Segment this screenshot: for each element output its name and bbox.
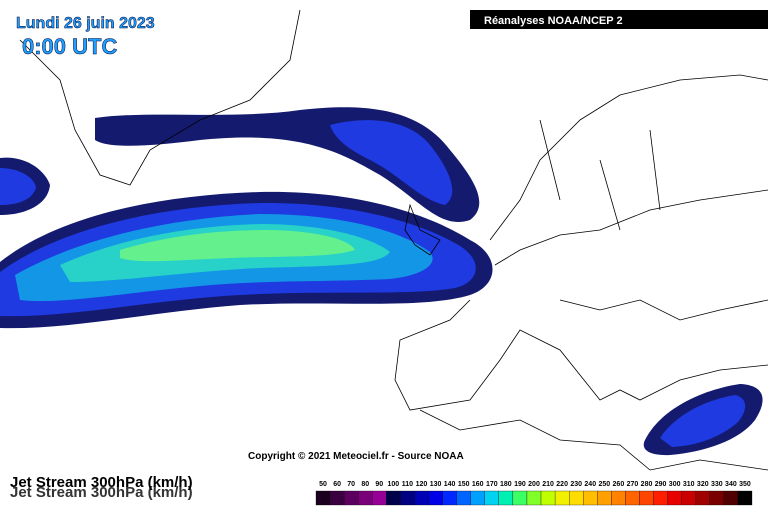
legend-swatch xyxy=(709,490,725,506)
legend-label: 80 xyxy=(361,481,369,488)
legend-swatch xyxy=(667,490,682,506)
legend-label: 290 xyxy=(655,481,667,488)
legend-swatch xyxy=(526,490,542,506)
source-bar xyxy=(470,10,768,29)
legend-label: 190 xyxy=(514,481,526,488)
legend-swatch xyxy=(456,490,471,506)
legend-label: 210 xyxy=(542,481,554,488)
legend-label: 220 xyxy=(556,481,568,488)
legend-swatch xyxy=(484,490,499,506)
legend-swatch xyxy=(414,490,429,506)
legend-label: 330 xyxy=(711,481,723,488)
legend-swatch xyxy=(540,490,556,506)
map-title: Jet Stream 300hPa (km/h) xyxy=(10,474,193,491)
legend-swatch xyxy=(315,490,331,506)
legend: 50 60 70 80 90 100 110 120 130 140 150 160 170 180 190… xyxy=(315,481,753,506)
legend-swatch xyxy=(428,490,443,506)
legend-swatch xyxy=(358,490,373,506)
legend-swatch xyxy=(470,490,485,506)
legend-swatch xyxy=(611,490,626,506)
legend-swatch xyxy=(737,490,753,506)
jet-areas xyxy=(0,107,763,456)
legend-label: 140 xyxy=(444,481,456,488)
legend-label: 90 xyxy=(375,481,383,488)
legend-label: 60 xyxy=(333,481,341,488)
legend-label: 110 xyxy=(402,481,413,488)
legend-label: 250 xyxy=(598,481,610,488)
legend-label: 310 xyxy=(683,481,695,488)
legend-label: 180 xyxy=(500,481,512,488)
legend-label: 340 xyxy=(725,481,737,488)
legend-label: 320 xyxy=(697,481,709,488)
legend-swatch xyxy=(329,490,345,506)
coastlines xyxy=(19,9,768,471)
legend-label: 170 xyxy=(486,481,498,488)
legend-swatch xyxy=(583,490,598,506)
legend-swatch xyxy=(681,490,696,506)
legend-label: 300 xyxy=(669,481,681,488)
source-label: Réanalyses NOAA/NCEP 2 xyxy=(484,15,623,27)
legend-swatch xyxy=(372,490,387,506)
legend-label: 270 xyxy=(627,481,639,488)
map-title-shadow: Jet Stream 300hPa (km/h) xyxy=(10,484,193,501)
legend-swatch xyxy=(569,490,584,506)
legend-swatch xyxy=(695,490,710,506)
legend-swatch xyxy=(625,490,640,506)
legend-swatch xyxy=(386,490,401,506)
legend-label: 240 xyxy=(584,481,596,488)
legend-label: 100 xyxy=(388,481,400,488)
legend-swatch xyxy=(343,490,359,506)
legend-label: 130 xyxy=(430,481,442,488)
legend-label: 70 xyxy=(347,481,355,488)
legend-swatch xyxy=(512,490,528,506)
legend-label: 280 xyxy=(641,481,653,488)
copyright: Copyright © 2021 Meteociel.fr - Source N… xyxy=(248,451,464,462)
time-label: 0:00 UTC xyxy=(22,34,117,59)
legend-label: 120 xyxy=(416,481,428,488)
legend-swatch xyxy=(639,490,654,506)
legend-label: 200 xyxy=(528,481,540,488)
legend-label: 160 xyxy=(472,481,484,488)
legend-swatch xyxy=(723,490,739,506)
legend-swatch xyxy=(554,490,570,506)
legend-swatch xyxy=(653,490,668,506)
legend-label: 50 xyxy=(319,481,327,488)
legend-label: 350 xyxy=(739,481,751,488)
date-label: Lundi 26 juin 2023 xyxy=(16,15,155,32)
legend-swatch xyxy=(597,490,612,506)
legend-label: 230 xyxy=(570,481,582,488)
legend-swatch xyxy=(442,490,457,506)
legend-label: 150 xyxy=(458,481,470,488)
legend-label: 260 xyxy=(613,481,625,488)
legend-swatch xyxy=(498,490,514,506)
legend-swatch xyxy=(400,490,415,506)
